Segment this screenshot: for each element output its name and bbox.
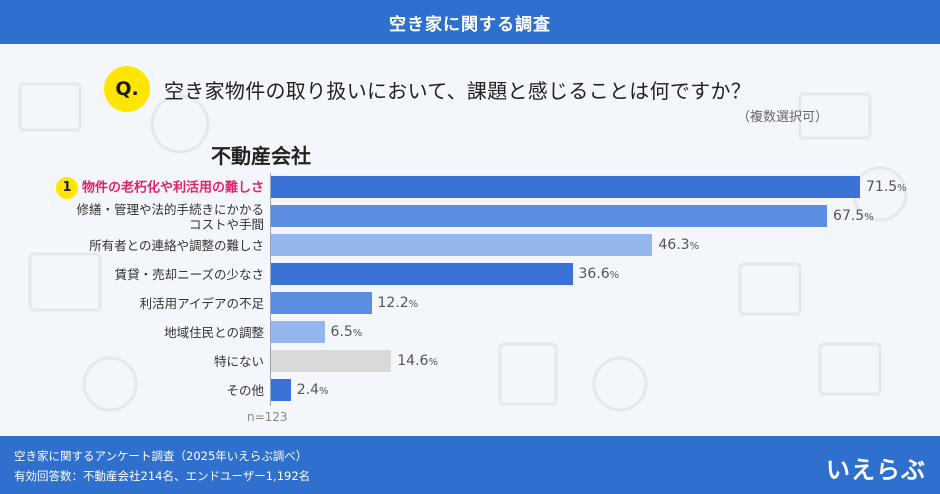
page-title: 空き家に関する調査	[389, 14, 551, 35]
question-text: 空き家物件の取り扱いにおいて、課題と感じることは何ですか？	[164, 78, 752, 103]
clipboard-icon	[498, 342, 558, 406]
question-block: Q. 空き家物件の取り扱いにおいて、課題と感じることは何ですか？	[104, 66, 751, 112]
question-note: （複数選択可）	[736, 110, 828, 125]
category-label: 特にない	[213, 354, 264, 369]
axis-line	[270, 173, 271, 406]
brand-logo: いえらぶ	[826, 456, 926, 484]
value-label: 2.4%	[296, 382, 329, 398]
browser-icon	[798, 92, 872, 140]
category-label: 地域住民との調整	[164, 325, 264, 340]
rank-badge: 1	[55, 177, 78, 199]
bar	[271, 176, 860, 198]
footer-respondents: 有効回答数：不動産会社214名、エンドユーザー1,192名	[14, 469, 311, 483]
bulb-icon	[592, 356, 648, 412]
question-badge: Q.	[104, 66, 150, 112]
house-icon	[18, 82, 82, 132]
category-label: その他	[226, 383, 264, 398]
background-decoration	[18, 82, 908, 412]
footer-source: 空き家に関するアンケート調査（2025年いえらぶ調べ）	[14, 449, 308, 463]
bar	[271, 321, 325, 343]
bar	[271, 205, 828, 227]
footer: 空き家に関するアンケート調査（2025年いえらぶ調べ） 有効回答数：不動産会社2…	[0, 436, 940, 494]
value-label: 67.5%	[833, 208, 874, 224]
book-icon	[818, 342, 882, 396]
bar	[271, 350, 392, 372]
value-label: 12.2%	[377, 295, 419, 311]
category-label: 1 物件の老朽化や利活用の難しさ	[55, 177, 264, 199]
bar	[271, 234, 653, 256]
video-icon	[738, 262, 802, 316]
value-label: 36.6%	[578, 266, 620, 282]
value-label: 71.5%	[866, 179, 907, 195]
bar	[271, 292, 372, 314]
value-label: 6.5%	[330, 324, 363, 340]
disc-icon	[82, 356, 138, 412]
segment-label: 不動産会社	[211, 144, 311, 168]
category-label: 修繕・管理や法的手続きにかかる コストや手間	[76, 202, 264, 232]
sample-size: n=123	[247, 410, 288, 424]
value-label: 14.6%	[397, 353, 438, 369]
header-bar: 空き家に関する調査	[0, 0, 940, 44]
coin-icon	[150, 94, 210, 154]
category-label: 賃貸・売却ニーズの少なさ	[114, 267, 264, 282]
chart-icon	[28, 252, 102, 312]
category-label: 利活用アイデアの不足	[139, 296, 264, 311]
value-label: 46.3%	[658, 237, 700, 253]
bar	[271, 263, 573, 285]
category-label: 所有者との連絡や調整の難しさ	[89, 238, 264, 253]
bar	[271, 379, 291, 401]
